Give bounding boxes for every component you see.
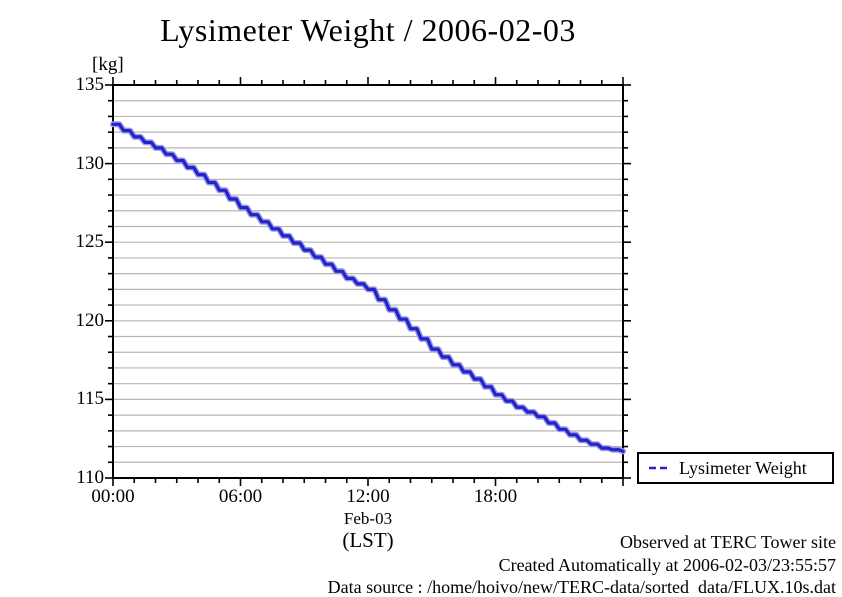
legend-box: Lysimeter Weight bbox=[637, 452, 834, 484]
x-tick-label-12:00: 12:00 bbox=[346, 486, 390, 507]
data-line bbox=[111, 122, 625, 453]
y-tick-label-135: 135 bbox=[75, 74, 105, 95]
legend-line-sample-icon bbox=[649, 466, 671, 470]
x-tick-label-18:00: 18:00 bbox=[473, 486, 518, 507]
footer-data-source-note: Data source : /home/hoivo/new/TERC-data/… bbox=[327, 577, 836, 597]
y-tick-label-125: 125 bbox=[75, 231, 105, 253]
y-tick-label-130: 130 bbox=[75, 152, 105, 174]
y-tick-label-120: 120 bbox=[75, 309, 105, 331]
x-tick-label-06:00: 06:00 bbox=[218, 486, 263, 507]
x-axis-date-label: Feb-03 bbox=[343, 509, 393, 528]
y-axis-unit-label: [kg] bbox=[92, 54, 124, 75]
chart-title: Lysimeter Weight / 2006-02-03 bbox=[160, 12, 576, 48]
plot-border bbox=[112, 84, 624, 479]
x-tick-label-00:00: 00:00 bbox=[91, 486, 135, 507]
legend-series-label: Lysimeter Weight bbox=[679, 457, 807, 478]
footer-observed-note: Observed at TERC Tower site bbox=[619, 532, 836, 552]
footer-created-note: Created Automatically at 2006-02-03/23:5… bbox=[498, 555, 836, 575]
y-tick-label-115: 115 bbox=[76, 388, 104, 410]
y-tick-label-110: 110 bbox=[76, 467, 104, 488]
gridlines bbox=[113, 100, 623, 463]
x-axis-timezone-label: (LST) bbox=[342, 528, 394, 552]
